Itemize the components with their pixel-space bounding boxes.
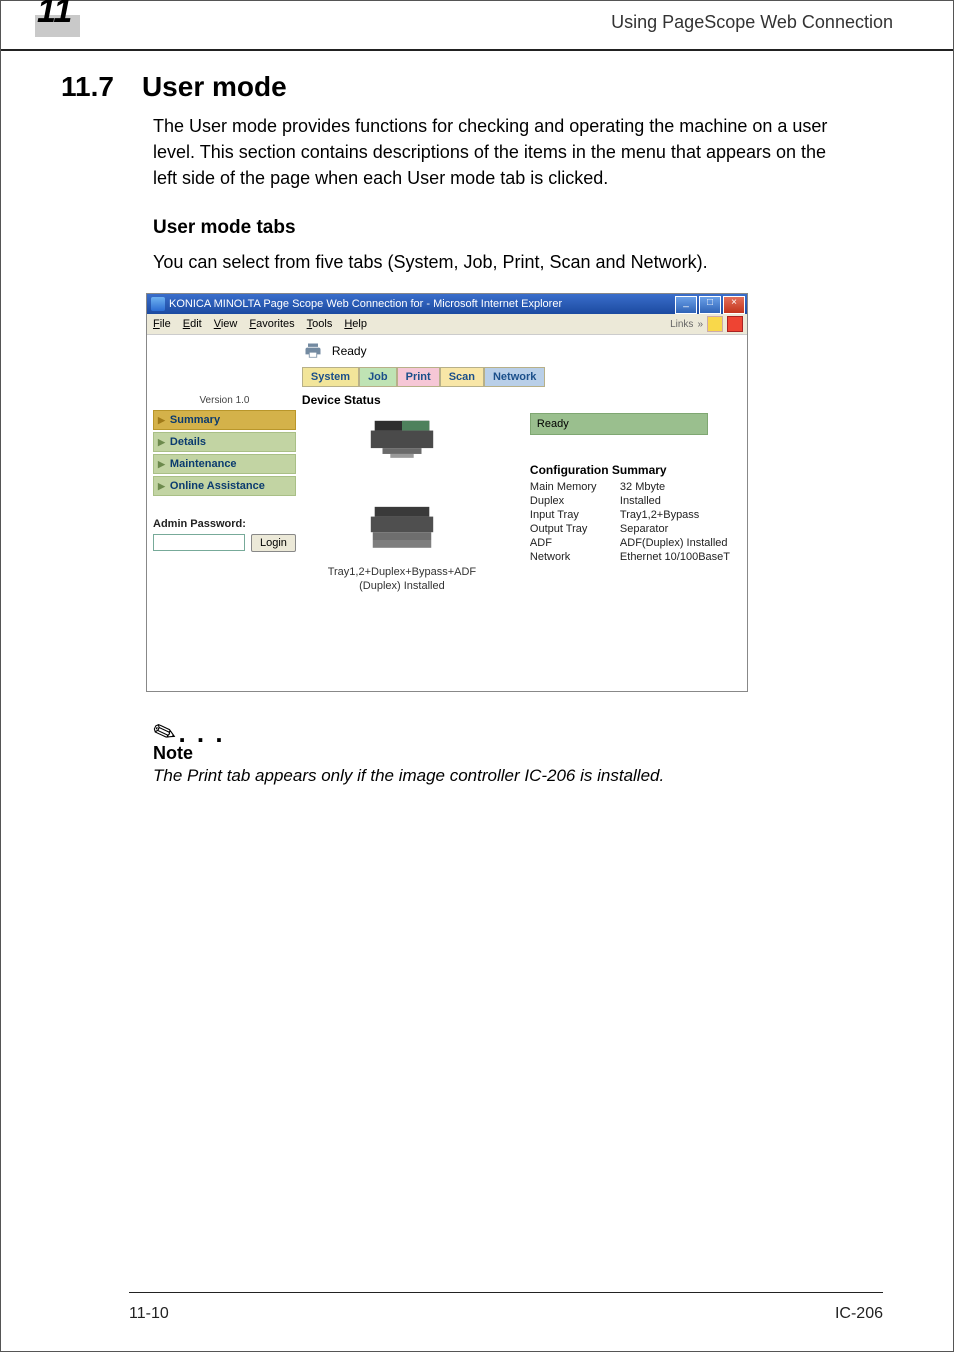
config-key: Duplex [530,495,620,507]
menu-favorites[interactable]: Favorites [249,318,294,330]
config-value: Ethernet 10/100BaseT [620,551,730,563]
config-value: 32 Mbyte [620,481,665,493]
ie-icon [151,297,165,311]
section-number: 11.7 [61,71,114,103]
ready-status-box: Ready [530,413,708,435]
config-key: Network [530,551,620,563]
device-illustration-top [363,413,441,467]
page-number-right: IC-206 [835,1305,883,1323]
triangle-icon: ▶ [158,459,165,470]
config-row: Output TraySeparator [530,523,740,535]
panel-title: Device Status [302,393,740,407]
toolbar-icon-1[interactable] [707,316,723,332]
note-title: Note [153,743,833,764]
section-desc: You can select from five tabs (System, J… [153,249,833,275]
triangle-icon: ▶ [158,437,165,448]
device-illustration-bottom [363,501,441,561]
section-intro: The User mode provides functions for che… [153,113,833,191]
menu-help[interactable]: Help [344,318,367,330]
config-value: Tray1,2+Bypass [620,509,699,521]
toolbar-icon-2[interactable] [727,316,743,332]
sidebar-item-label: Online Assistance [170,480,265,492]
device-status-text: Ready [332,344,367,358]
menu-edit[interactable]: Edit [183,318,202,330]
menu-view[interactable]: View [214,318,238,330]
menu-tools[interactable]: Tools [307,318,333,330]
config-key: Main Memory [530,481,620,493]
links-more-icon[interactable]: » [697,319,703,330]
admin-password-input[interactable] [153,534,245,551]
browser-menubar: File Edit View Favorites Tools Help Link… [147,314,747,335]
sidebar-item-label: Maintenance [170,458,237,470]
header-divider [1,49,953,51]
printer-icon [302,341,324,361]
sidebar-item-summary[interactable]: ▶ Summary [153,410,296,430]
screenshot-window: KONICA MINOLTA Page Scope Web Connection… [146,293,748,692]
admin-password-label: Admin Password: [153,518,296,530]
triangle-icon: ▶ [158,415,165,426]
config-row: DuplexInstalled [530,495,740,507]
footer-divider [129,1292,883,1293]
tab-job[interactable]: Job [359,367,397,387]
note-body: The Print tab appears only if the image … [153,766,833,786]
config-value: ADF(Duplex) Installed [620,537,728,549]
links-label: Links [670,319,693,330]
config-row: Input TrayTray1,2+Bypass [530,509,740,521]
device-caption-line-2: (Duplex) Installed [302,579,502,593]
config-key: Input Tray [530,509,620,521]
config-value: Separator [620,523,668,535]
sidebar-item-online-assistance[interactable]: ▶ Online Assistance [153,476,296,496]
section-title: User mode [142,71,287,103]
triangle-icon: ▶ [158,481,165,492]
config-row: NetworkEthernet 10/100BaseT [530,551,740,563]
window-title: KONICA MINOLTA Page Scope Web Connection… [169,298,562,310]
menu-file[interactable]: File [153,318,171,330]
sidebar-item-details[interactable]: ▶ Details [153,432,296,452]
chapter-title-top: Using PageScope Web Connection [611,12,893,33]
config-summary-heading: Configuration Summary [530,463,740,477]
sidebar-item-label: Details [170,436,206,448]
sub-heading: User mode tabs [153,217,833,239]
config-row: Main Memory32 Mbyte [530,481,740,493]
tab-print[interactable]: Print [397,367,440,387]
tab-system[interactable]: System [302,367,359,387]
config-key: Output Tray [530,523,620,535]
version-text: Version 1.0 [153,395,296,406]
tab-network[interactable]: Network [484,367,545,387]
chapter-badge: 11 [35,7,80,37]
config-value: Installed [620,495,661,507]
tab-scan[interactable]: Scan [440,367,484,387]
close-button[interactable]: × [723,296,745,314]
minimize-button[interactable]: _ [675,296,697,314]
config-row: ADFADF(Duplex) Installed [530,537,740,549]
config-key: ADF [530,537,620,549]
brand-logo-placeholder [153,339,296,395]
device-caption-line-1: Tray1,2+Duplex+Bypass+ADF [302,565,502,579]
page-number-left: 11-10 [129,1305,169,1323]
login-button[interactable]: Login [251,534,296,552]
maximize-button[interactable]: □ [699,296,721,314]
sidebar-item-label: Summary [170,414,220,426]
window-titlebar: KONICA MINOLTA Page Scope Web Connection… [147,294,747,314]
sidebar-item-maintenance[interactable]: ▶ Maintenance [153,454,296,474]
